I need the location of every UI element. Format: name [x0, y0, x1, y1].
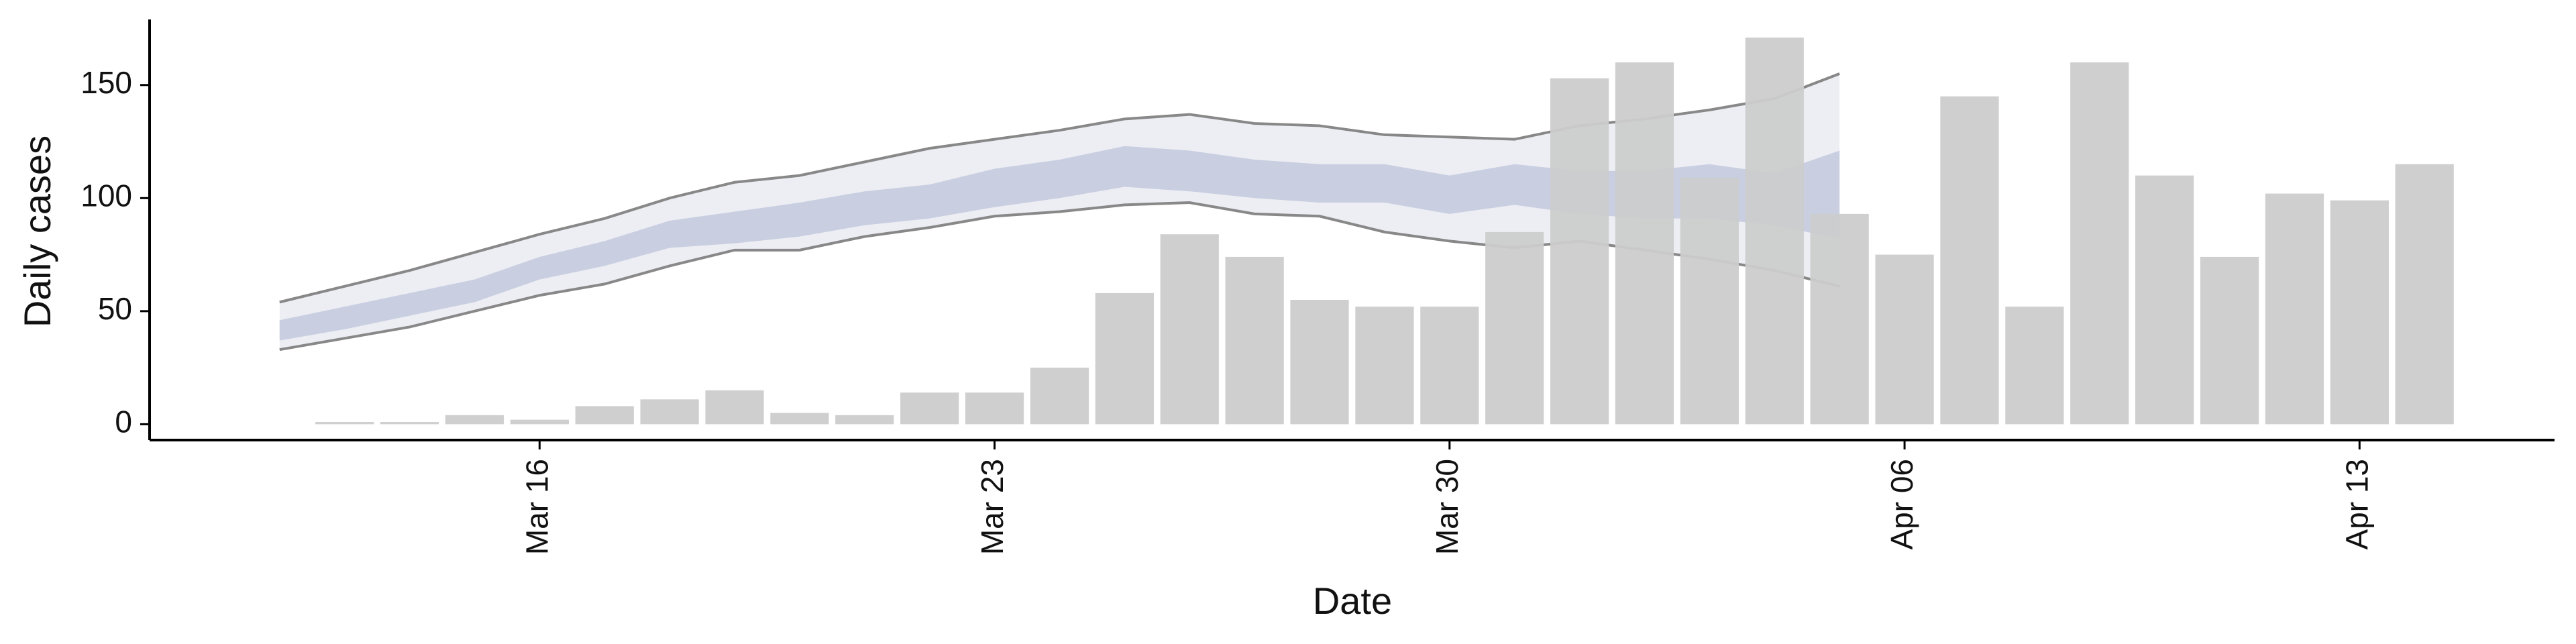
x-tick-label: Mar 30 — [1430, 459, 1464, 555]
bar — [2070, 62, 2129, 425]
bar — [1875, 254, 1934, 425]
y-tick-label: 50 — [98, 291, 132, 326]
bar — [2200, 256, 2259, 425]
bar — [1615, 62, 1674, 425]
bar — [900, 392, 959, 425]
bar — [770, 413, 829, 425]
bar — [835, 415, 894, 425]
y-tick-label: 150 — [80, 65, 132, 100]
bar — [2330, 200, 2389, 425]
bar — [1160, 234, 1219, 425]
band — [279, 73, 1840, 350]
x-tick-label: Mar 16 — [520, 459, 555, 555]
bar — [380, 422, 439, 425]
bar — [1550, 78, 1609, 425]
bar — [2395, 164, 2454, 425]
bar — [640, 399, 699, 425]
y-tick-label: 100 — [80, 178, 132, 213]
bar — [1225, 256, 1284, 425]
x-tick-label: Mar 23 — [975, 459, 1010, 555]
bar — [2005, 307, 2064, 425]
bar — [1095, 292, 1154, 425]
bar — [705, 390, 764, 425]
bar — [1745, 37, 1804, 425]
x-tick-label: Apr 06 — [1884, 459, 1919, 550]
x-tick-label: Apr 13 — [2339, 459, 2374, 550]
bar — [445, 415, 504, 425]
band — [279, 146, 1840, 341]
bar — [575, 406, 634, 425]
bar — [510, 419, 569, 425]
bar — [1940, 96, 1999, 425]
y-tick-label: 0 — [115, 405, 132, 439]
y-axis-title: Daily cases — [16, 136, 58, 327]
x-axis-title: Date — [1313, 580, 1392, 622]
bar — [965, 392, 1024, 425]
bar — [2265, 193, 2324, 425]
bar — [1030, 368, 1089, 425]
bar — [1420, 307, 1479, 425]
bar — [315, 422, 374, 425]
bar — [1290, 300, 1349, 425]
bar — [1680, 177, 1739, 425]
bar — [2135, 175, 2194, 425]
bar — [1355, 307, 1414, 425]
bar — [1485, 231, 1544, 425]
bar — [1810, 213, 1869, 425]
